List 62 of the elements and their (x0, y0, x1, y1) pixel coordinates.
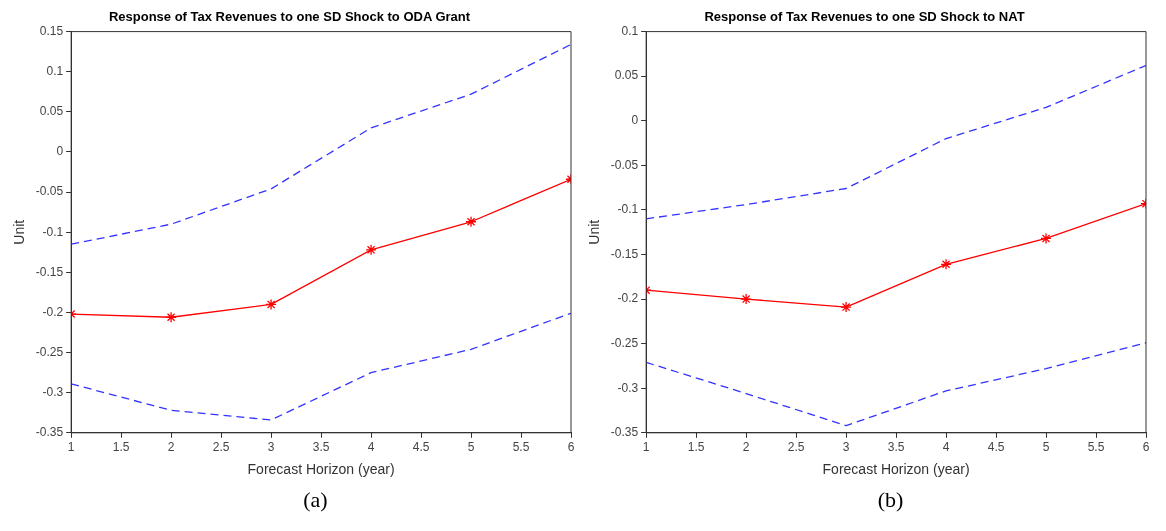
x-tick-label: 5.5 (1087, 440, 1105, 455)
x-tick-label: 3.5 (887, 440, 905, 455)
line-series (71, 43, 571, 245)
point (940, 258, 952, 270)
y-tick-label: -0.15 (35, 264, 64, 279)
y-axis-title: Unit (11, 219, 28, 245)
x-tick-label: 2 (742, 440, 750, 455)
point (365, 244, 377, 256)
x-tick-label: 1.5 (687, 440, 705, 455)
point (1040, 232, 1052, 245)
y-tick-label: 0 (631, 113, 639, 128)
x-tick-label: 4 (942, 440, 950, 455)
y-tick-label: -0.05 (610, 157, 639, 172)
y-tick-label: 0.05 (39, 104, 64, 119)
y-tick-label: 0 (56, 144, 64, 159)
point (465, 216, 477, 228)
y-tick-label: -0.1 (617, 202, 639, 217)
chart-title: Response of Tax Revenues to one SD Shock to ODA Grant (108, 9, 471, 25)
y-tick-label: -0.15 (610, 246, 639, 261)
x-tick-label: 2 (167, 440, 175, 455)
x-tick-label: 5.5 (512, 440, 530, 455)
x-tick-label: 2.5 (212, 440, 230, 455)
x-tick-label: 5 (467, 440, 475, 455)
y-tick-label: 0.1 (621, 23, 639, 38)
y-tick-label: -0.3 (42, 384, 64, 399)
y-tick-label: -0.2 (617, 291, 639, 306)
point (740, 293, 752, 305)
point (165, 311, 177, 323)
y-tick-label: -0.25 (35, 344, 64, 359)
point (265, 298, 277, 311)
text: (a) (302, 487, 328, 513)
y-axis-title: Unit (586, 219, 603, 245)
y-tick-label: 0.15 (39, 23, 64, 38)
x-axis-title: Forecast Horizon (year) (247, 461, 395, 478)
y-tick-label: -0.3 (617, 380, 639, 395)
y-tick-label: -0.35 (35, 425, 64, 440)
x-tick-label: 6 (1142, 440, 1150, 455)
chart-title: Response of Tax Revenues to one SD Shock to NAT (704, 9, 1025, 25)
y-tick-label: 0.1 (46, 64, 64, 79)
y-tick-label: 0.05 (614, 68, 639, 83)
y-tick-label: -0.25 (610, 335, 639, 350)
x-tick-label: 3 (842, 440, 850, 455)
y-tick-label: -0.2 (42, 304, 64, 319)
y-tick-label: -0.1 (42, 224, 64, 239)
x-tick-label: 1 (67, 440, 75, 455)
x-tick-label: 3.5 (312, 440, 330, 455)
y-tick-label: -0.35 (610, 425, 639, 440)
x-tick-label: 4.5 (412, 440, 430, 455)
line-series (71, 312, 571, 421)
x-tick-label: 2.5 (787, 440, 805, 455)
x-tick-label: 1 (642, 440, 650, 455)
x-tick-label: 4.5 (987, 440, 1005, 455)
line-series (646, 64, 1146, 220)
y-tick-label: -0.05 (35, 184, 64, 199)
point (840, 301, 852, 313)
x-axis-title: Forecast Horizon (year) (822, 461, 970, 478)
x-tick-label: 5 (1042, 440, 1050, 455)
x-tick-label: 6 (567, 440, 575, 455)
x-tick-label: 3 (267, 440, 275, 455)
x-tick-label: 4 (367, 440, 375, 455)
text: (b) (876, 487, 904, 513)
x-tick-label: 1.5 (112, 440, 130, 455)
